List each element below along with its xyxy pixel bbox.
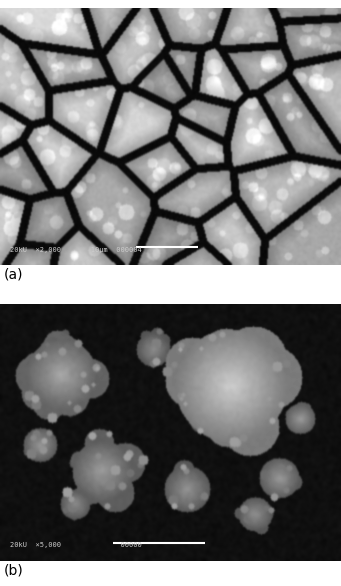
Text: 20kU  ×2,000       10μm  000004: 20kU ×2,000 10μm 000004 xyxy=(10,247,142,253)
Text: (a): (a) xyxy=(3,268,23,282)
Text: (b): (b) xyxy=(3,564,23,578)
Text: 20kU  ×5,000              00000: 20kU ×5,000 00000 xyxy=(10,543,142,548)
